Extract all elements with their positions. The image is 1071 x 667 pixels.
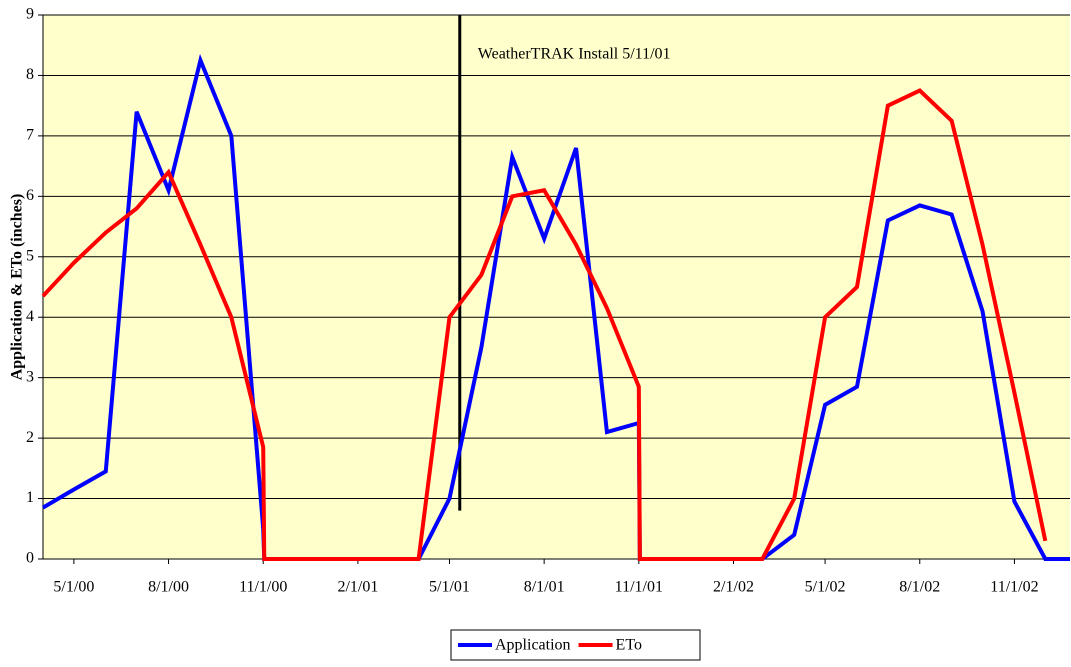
y-tick-label: 4: [26, 308, 34, 325]
x-tick-label: 2/1/02: [713, 579, 754, 596]
x-tick-label: 5/1/02: [805, 579, 846, 596]
y-tick-label: 9: [26, 6, 34, 23]
legend-label: ETo: [616, 637, 642, 654]
x-tick-label: 11/1/01: [615, 579, 663, 596]
x-tick-label: 8/1/02: [899, 579, 940, 596]
x-tick-label: 5/1/01: [429, 579, 470, 596]
line-series: [41, 88, 1048, 561]
y-axis-label: Application & ETo (inches): [9, 194, 26, 381]
annotation-text: WeatherTRAK Install 5/11/01: [478, 46, 671, 63]
x-tick-label: 8/1/01: [524, 579, 565, 596]
x-tick-label: 2/1/01: [337, 579, 378, 596]
y-tick-label: 0: [26, 550, 34, 567]
y-tick-label: 5: [26, 247, 34, 264]
legend: Application ETo: [450, 629, 701, 661]
y-tick-label: 2: [26, 429, 34, 446]
y-tick-label: 6: [26, 187, 34, 204]
legend-label: Application: [495, 637, 571, 654]
x-tick-label: 11/1/02: [990, 579, 1038, 596]
y-tick-label: 7: [26, 127, 34, 144]
y-tick-label: 8: [26, 66, 34, 83]
y-tick-label: 1: [26, 489, 34, 506]
plot-area: [43, 15, 1070, 559]
x-tick-label: 5/1/00: [53, 579, 94, 596]
x-tick-label: 8/1/00: [148, 579, 189, 596]
line-series: [41, 53, 1070, 561]
legend-box: [450, 629, 701, 661]
y-tick-label: 3: [26, 368, 34, 385]
x-tick-label: 11/1/00: [239, 579, 287, 596]
